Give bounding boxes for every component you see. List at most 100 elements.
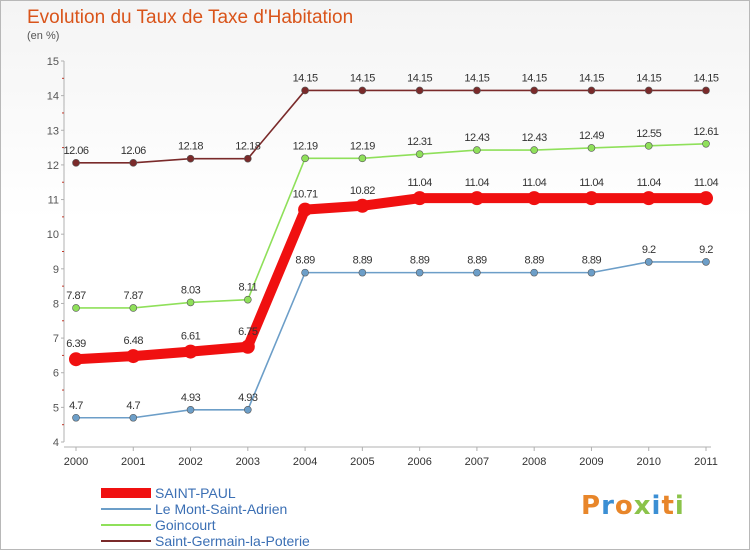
data-point bbox=[301, 268, 309, 277]
data-point bbox=[641, 191, 656, 206]
data-label: 8.89 bbox=[410, 255, 430, 267]
chart-title: Evolution du Taux de Taxe d'Habitation bbox=[27, 7, 354, 28]
data-point bbox=[702, 258, 710, 266]
data-point bbox=[244, 295, 252, 304]
data-label: 8.89 bbox=[524, 255, 544, 267]
y-tick-label: 7 bbox=[53, 333, 59, 345]
data-label: 7.87 bbox=[124, 290, 144, 302]
x-tick-label: 2008 bbox=[522, 456, 546, 468]
y-tick-label: 11 bbox=[48, 195, 59, 207]
series-line bbox=[71, 193, 711, 365]
data-label: 14.15 bbox=[464, 72, 489, 84]
data-label: 6.61 bbox=[181, 331, 201, 343]
legend-label: SAINT-PAUL bbox=[155, 485, 236, 501]
data-label: 11.04 bbox=[637, 177, 662, 189]
data-label: 12.55 bbox=[636, 128, 661, 140]
data-label: 6.48 bbox=[124, 335, 144, 347]
data-label: 10.82 bbox=[350, 185, 375, 197]
data-label: 14.15 bbox=[693, 72, 718, 84]
data-point bbox=[72, 413, 80, 422]
data-label: 8.89 bbox=[582, 255, 602, 267]
y-tick-label: 10 bbox=[47, 229, 59, 241]
data-label: 11.04 bbox=[694, 177, 719, 189]
data-label: 6.75 bbox=[238, 326, 258, 338]
data-point bbox=[469, 191, 484, 206]
data-point bbox=[415, 86, 424, 95]
data-label: 8.89 bbox=[353, 255, 373, 267]
data-point bbox=[412, 191, 427, 206]
data-point bbox=[530, 268, 538, 277]
data-point bbox=[415, 268, 424, 277]
y-tick-label: 4 bbox=[53, 437, 59, 449]
data-point bbox=[355, 198, 370, 213]
data-point bbox=[358, 86, 367, 95]
data-point bbox=[72, 304, 80, 312]
logo-letter: x bbox=[633, 491, 652, 521]
data-label: 14.15 bbox=[636, 72, 661, 84]
data-label: 6.39 bbox=[66, 338, 86, 350]
data-point bbox=[530, 86, 538, 95]
data-label: 12.43 bbox=[464, 132, 489, 144]
data-label: 4.7 bbox=[126, 400, 140, 412]
data-point bbox=[415, 150, 424, 158]
data-label: 4.93 bbox=[181, 392, 201, 404]
data-point bbox=[129, 413, 138, 422]
data-label: 4.7 bbox=[69, 400, 83, 412]
data-label: 12.06 bbox=[121, 145, 146, 157]
data-point bbox=[644, 258, 653, 266]
data-label: 8.89 bbox=[467, 255, 487, 267]
data-point bbox=[72, 159, 80, 167]
data-label: 8.03 bbox=[181, 284, 201, 296]
y-tick-label: 5 bbox=[53, 402, 59, 414]
data-point bbox=[298, 202, 313, 217]
data-point bbox=[644, 86, 653, 95]
data-label: 11.04 bbox=[579, 177, 604, 189]
y-tick-label: 13 bbox=[47, 125, 59, 137]
x-tick-label: 2006 bbox=[407, 456, 431, 468]
legend-label: Le Mont-Saint-Adrien bbox=[155, 501, 288, 517]
data-label: 11.04 bbox=[465, 177, 490, 189]
data-label: 11.04 bbox=[522, 177, 547, 189]
data-label: 14.15 bbox=[407, 72, 432, 84]
legend-swatch bbox=[101, 524, 151, 526]
legend-label: Goincourt bbox=[155, 517, 216, 533]
x-tick-label: 2001 bbox=[121, 456, 145, 468]
x-tick-label: 2007 bbox=[465, 456, 489, 468]
x-tick-label: 2010 bbox=[636, 456, 660, 468]
data-point bbox=[587, 144, 596, 152]
data-label: 8.11 bbox=[239, 282, 258, 294]
data-point bbox=[186, 154, 195, 163]
data-point bbox=[699, 191, 713, 206]
y-tick-label: 6 bbox=[53, 368, 59, 380]
series-line bbox=[75, 142, 707, 309]
data-point bbox=[702, 139, 710, 148]
x-tick-label: 2000 bbox=[64, 456, 88, 468]
logo-letter: P bbox=[581, 491, 602, 521]
logo-letter: i bbox=[674, 491, 685, 521]
legend-swatch bbox=[101, 508, 151, 510]
data-label: 12.19 bbox=[293, 140, 318, 152]
logo-letter: i bbox=[651, 491, 662, 521]
data-label: 10.71 bbox=[293, 189, 318, 201]
x-tick-label: 2005 bbox=[350, 456, 374, 468]
legend-swatch bbox=[101, 540, 151, 542]
data-point bbox=[244, 154, 252, 163]
data-label: 12.18 bbox=[235, 141, 260, 153]
data-label: 14.15 bbox=[293, 72, 318, 84]
series-line bbox=[75, 261, 707, 419]
logo-letter: r bbox=[601, 491, 615, 521]
y-tick-label: 8 bbox=[53, 298, 59, 310]
legend-swatch bbox=[101, 488, 151, 498]
data-label: 12.18 bbox=[178, 141, 203, 153]
data-point bbox=[129, 159, 138, 167]
x-tick-label: 2004 bbox=[293, 456, 317, 468]
data-point bbox=[69, 352, 83, 367]
x-tick-label: 2011 bbox=[694, 456, 718, 468]
data-point bbox=[473, 86, 481, 95]
x-tick-label: 2009 bbox=[579, 456, 603, 468]
data-point bbox=[183, 344, 198, 359]
data-label: 9.2 bbox=[642, 244, 656, 256]
data-point bbox=[244, 405, 252, 414]
data-label: 12.06 bbox=[63, 145, 88, 157]
x-tick-label: 2003 bbox=[236, 456, 260, 468]
